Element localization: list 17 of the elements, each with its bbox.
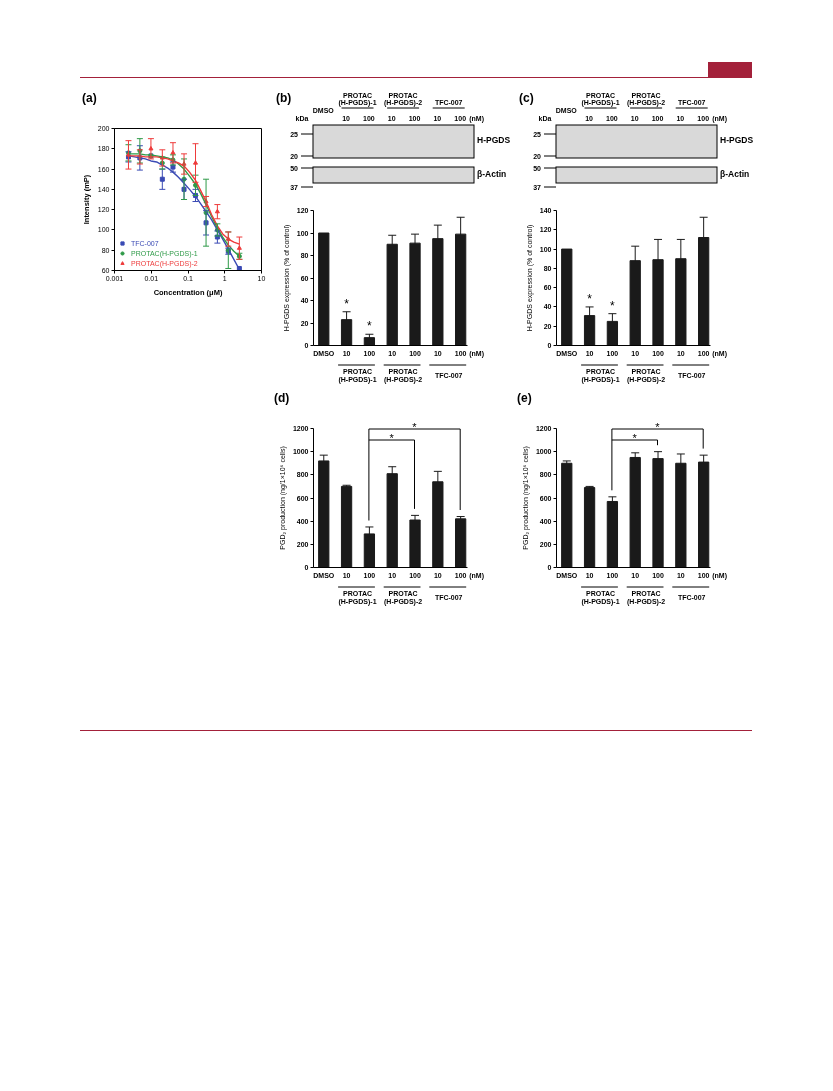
annotation: * [412, 420, 418, 433]
annotation: * [655, 420, 661, 433]
text: (b) [276, 91, 292, 105]
text: (c) [519, 91, 534, 105]
text: H-PGDS [720, 135, 754, 145]
annotation: * [389, 431, 395, 444]
text: β-Actin [477, 169, 507, 179]
text: β-Actin [720, 169, 750, 179]
data-label: * [610, 298, 616, 313]
data-label: * [587, 291, 593, 306]
data-label: * [344, 296, 350, 311]
chart-title: (d) [274, 391, 290, 405]
chart-title: (e) [517, 391, 532, 405]
text: H-PGDS [477, 135, 511, 145]
data-label: * [367, 319, 373, 334]
chart-title: (a) [82, 91, 97, 105]
annotation: * [632, 431, 638, 444]
